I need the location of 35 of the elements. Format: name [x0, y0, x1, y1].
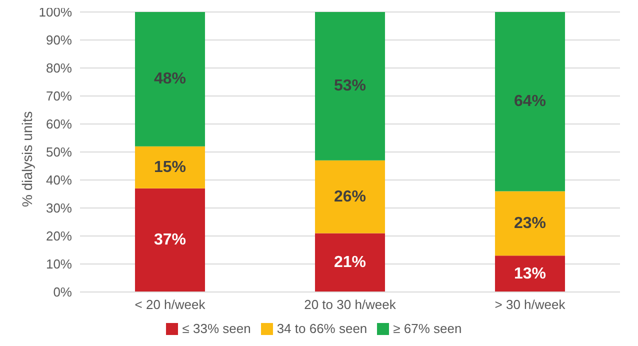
data-label: 26% — [334, 188, 366, 206]
bar — [495, 256, 565, 292]
y-tick-label: 0% — [53, 284, 72, 300]
y-tick-label: 70% — [46, 88, 72, 104]
y-tick-label: 30% — [46, 200, 72, 216]
y-tick-label: 60% — [46, 116, 72, 132]
x-tick-label: 20 to 30 h/week — [304, 297, 396, 312]
legend-label: ≥ 67% seen — [393, 321, 462, 336]
bar — [315, 160, 385, 234]
y-tick-label: 40% — [46, 172, 72, 188]
y-tick-label: 90% — [46, 32, 72, 48]
y-tick-label: 50% — [46, 144, 72, 160]
data-label: 64% — [514, 93, 546, 110]
data-label: 15% — [154, 158, 186, 176]
x-tick-label: < 20 h/week — [134, 297, 206, 312]
y-axis-title: % dialysis units — [18, 111, 35, 207]
legend-label: 34 to 66% seen — [276, 321, 368, 336]
y-tick-label: 80% — [46, 60, 72, 76]
bar — [135, 188, 205, 292]
bar — [135, 12, 205, 146]
bar — [315, 12, 385, 160]
bar — [315, 233, 385, 292]
data-label: 53% — [334, 78, 366, 95]
data-label: 13% — [514, 265, 546, 282]
data-label: 48% — [154, 70, 186, 88]
bar — [495, 12, 565, 192]
bar — [495, 191, 565, 256]
data-label: 37% — [154, 232, 186, 249]
data-label: 23% — [514, 214, 546, 232]
data-label: 21% — [334, 254, 366, 272]
x-tick-label: > 30 h/week — [494, 297, 566, 312]
bar — [135, 146, 205, 188]
legend-label: ≤ 33% seen — [182, 321, 251, 336]
y-tick-label: 10% — [46, 256, 72, 272]
y-tick-label: 20% — [46, 228, 72, 244]
